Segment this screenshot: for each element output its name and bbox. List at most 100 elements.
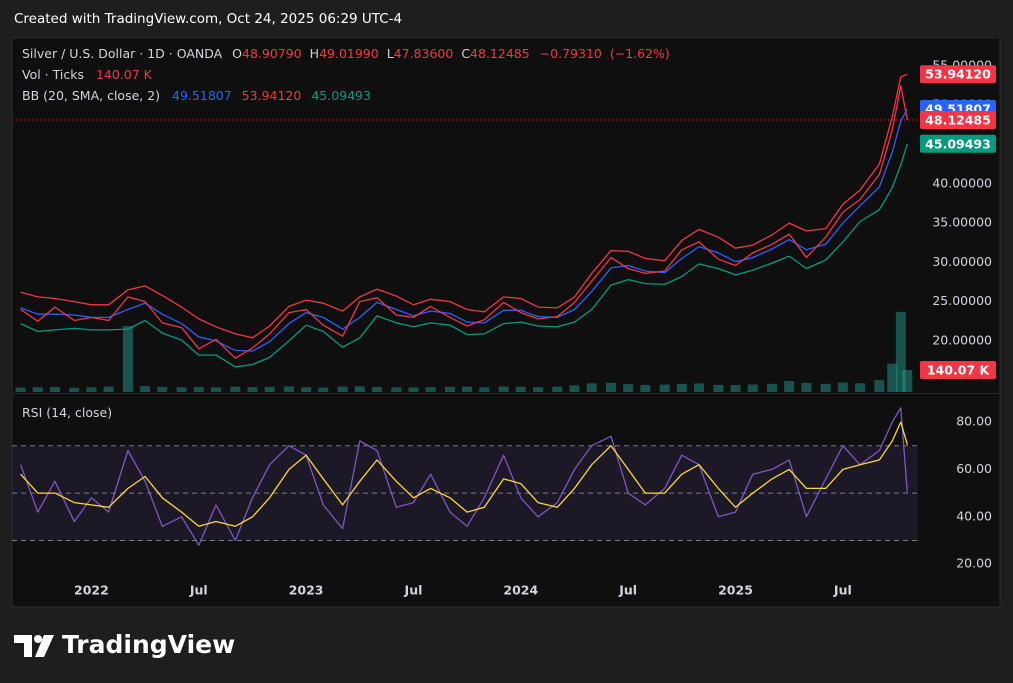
x-tick-label: Jul [833,583,852,598]
y-tick-label: 35.00000 [932,215,992,230]
value-badge-label: 140.07 K [927,362,991,377]
volume-bar [569,385,580,392]
volume-bar [498,386,509,392]
chart-panel [11,37,1001,608]
volume-bar [586,383,597,392]
y-tick-label: 40.00000 [932,175,992,190]
volume-bar [103,386,114,392]
y-tick-label: 20.00 [956,556,992,571]
x-tick-label: 2024 [503,583,538,598]
volume-bar [15,387,26,392]
x-tick-label: Jul [189,583,208,598]
series-line [20,143,908,368]
ohlc-key: H [310,46,319,61]
value-badge [920,134,996,153]
volume-bar [855,383,866,392]
x-tick-label: 2022 [74,583,109,598]
volume-bar [122,326,133,392]
volume-bar [532,387,543,392]
volume-bar [69,387,80,392]
value-badge-label: 48.12485 [925,112,991,127]
volume-bar [623,384,634,392]
volume-bar [552,386,563,392]
logo-dot [34,635,42,643]
volume-bar [837,382,848,392]
series-line [20,73,908,339]
volume-bar [283,386,294,392]
volume-bar [713,384,724,392]
bb-basis-value: 49.51807 [172,88,232,103]
bb-lower-value: 45.09493 [311,88,371,103]
volume-bar [32,387,43,392]
caption: Created with TradingView.com, Oct 24, 20… [14,11,402,27]
volume-bar [193,386,204,392]
change-percent: (−1.62%) [610,46,670,61]
bb-legend: BB (20, SMA, close, 2) 49.51807 53.94120… [22,88,371,103]
volume-bar [640,384,651,392]
y-tick-label: 30.00000 [932,254,992,269]
ohlc-key: O [232,46,242,61]
volume-bar [874,380,885,392]
rsi-legend: RSI (14, close) [22,405,112,420]
volume-bar [730,385,741,392]
volume-bar [425,387,436,392]
ohlc-key: L [387,46,394,61]
value-badge [920,110,996,129]
bb-title: BB (20, SMA, close, 2) [22,88,160,103]
y-tick-label: 80.00 [956,414,992,429]
value-badge [920,65,996,84]
volume-bar [86,387,97,392]
volume-bar [264,386,275,392]
volume-bar [659,384,670,392]
symbol-title: Silver / U.S. Dollar · 1D · OANDA [22,46,223,61]
volume-bar [801,382,812,392]
series-line [19,407,908,546]
value-badge-label: 53.94120 [925,67,991,82]
volume-legend: Vol · Ticks 140.07 K [22,67,153,82]
volume-bar [895,311,906,392]
volume-bar [887,363,898,392]
volume-bar [408,387,419,392]
y-tick-label: 60.00 [956,461,992,476]
volume-bar [140,386,151,392]
series-line [20,421,908,527]
ohlc-value: 49.01990 [319,46,379,61]
y-tick-label: 20.00000 [932,332,992,347]
volume-bar [176,387,187,392]
x-tick-label: 2025 [718,583,753,598]
bb-upper-value: 53.94120 [242,88,302,103]
change: −0.79310 [540,46,602,61]
volume-bar [210,387,221,392]
ohlc-value: 48.12485 [470,46,530,61]
volume-bar [354,386,365,392]
volume-bar [694,383,705,392]
ohlc-value: 48.90790 [242,46,302,61]
volume-bar [49,386,60,392]
volume-bar [784,381,795,392]
volume-bar [371,386,382,392]
volume-bar [820,383,831,392]
plot: 55.0000050.0000045.0000040.0000035.00000… [12,57,996,598]
brand-logo: TradingView [14,630,235,659]
volume-bar [318,387,329,392]
symbol-legend: Silver / U.S. Dollar · 1D · OANDA O48.90… [22,46,670,61]
logo-mark [35,635,54,657]
volume-bar [747,384,758,392]
y-tick-label: 25.00000 [932,293,992,308]
volume-bar [462,386,473,392]
volume-bar [676,383,687,392]
volume-bar [337,386,348,392]
volume-bar [301,387,312,392]
volume-bar [902,369,913,392]
volume-bar [444,386,455,392]
logo-mark [14,635,32,657]
brand-name: TradingView [62,630,235,659]
volume-bar [157,386,168,392]
volume-bar [515,386,526,392]
x-tick-label: Jul [404,583,423,598]
volume-value: 140.07 K [96,67,153,82]
volume-bar [479,387,490,392]
ohlc-value: 47.83600 [394,46,454,61]
volume-bar [391,387,402,392]
x-tick-label: 2023 [289,583,324,598]
